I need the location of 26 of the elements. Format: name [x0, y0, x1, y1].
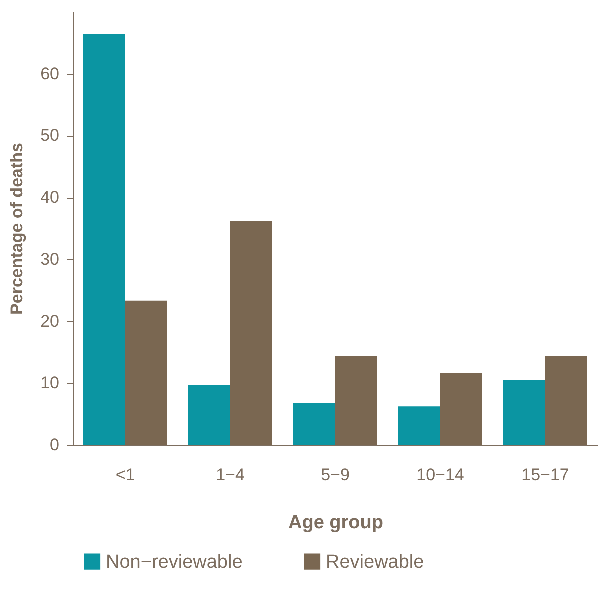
- legend-label: Non−reviewable: [106, 552, 243, 573]
- legend-label: Reviewable: [326, 552, 424, 573]
- bar: [440, 373, 482, 445]
- bar: [336, 356, 378, 445]
- y-axis-title: Percentage of deaths: [8, 143, 27, 315]
- x-tick-label: 10−14: [416, 466, 464, 484]
- bar: [294, 404, 336, 445]
- x-tick-label: 1−4: [216, 466, 245, 484]
- x-tick-label: 5−9: [321, 466, 350, 484]
- bar: [398, 406, 440, 445]
- y-tick-label: 50: [40, 126, 60, 146]
- bar: [126, 300, 168, 445]
- y-tick-label: 40: [40, 188, 60, 208]
- y-tick-label: 10: [40, 374, 60, 393]
- y-tick-label: 30: [40, 250, 60, 269]
- x-tick-label: <1: [116, 466, 136, 484]
- x-axis-title: Age group: [288, 512, 384, 534]
- x-tick-label: 15−17: [522, 466, 570, 484]
- bar: [188, 385, 230, 445]
- bar: [546, 356, 588, 445]
- y-tick-label: 60: [40, 64, 60, 84]
- y-tick-label: 0: [50, 436, 60, 454]
- bar: [84, 34, 126, 445]
- y-tick-label: 20: [40, 312, 60, 331]
- bar: [230, 221, 272, 445]
- bar: [504, 380, 546, 445]
